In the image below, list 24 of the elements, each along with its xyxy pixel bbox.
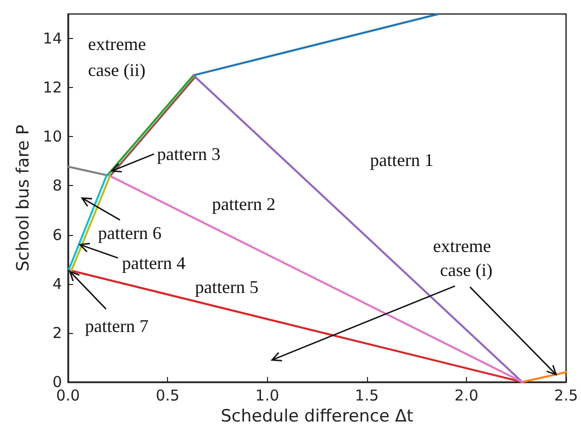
annotation: pattern 5 <box>195 277 258 297</box>
y-tick-label: 10 <box>42 128 62 146</box>
annotation: pattern 2 <box>212 194 276 214</box>
annotation: pattern 4 <box>122 253 186 273</box>
annotation: pattern 3 <box>157 144 220 164</box>
y-tick-label: 2 <box>52 324 62 342</box>
y-tick-label: 4 <box>52 274 62 293</box>
x-tick-label: 1.5 <box>354 386 379 404</box>
y-tick-label: 12 <box>42 78 62 97</box>
x-tick-label: 0.0 <box>56 386 80 404</box>
x-tick-label: 1.0 <box>255 386 280 404</box>
y-tick-label: 14 <box>42 30 62 48</box>
annotation: pattern 1 <box>370 150 434 170</box>
y-tick-label: 6 <box>52 226 62 244</box>
x-tick-label: 2.5 <box>554 386 578 404</box>
annotation: extreme case (i) <box>433 236 492 280</box>
x-tick-label: 2.0 <box>454 386 478 404</box>
annotation: pattern 7 <box>85 316 148 336</box>
y-tick-label: 8 <box>52 176 62 195</box>
annotation: pattern 6 <box>98 223 162 243</box>
y-axis-title: School bus fare P <box>14 124 34 272</box>
x-axis-title: Schedule difference Δt <box>220 406 414 426</box>
annotation: extreme case (ii) <box>88 34 146 80</box>
x-tick-label: 0.5 <box>156 386 180 404</box>
